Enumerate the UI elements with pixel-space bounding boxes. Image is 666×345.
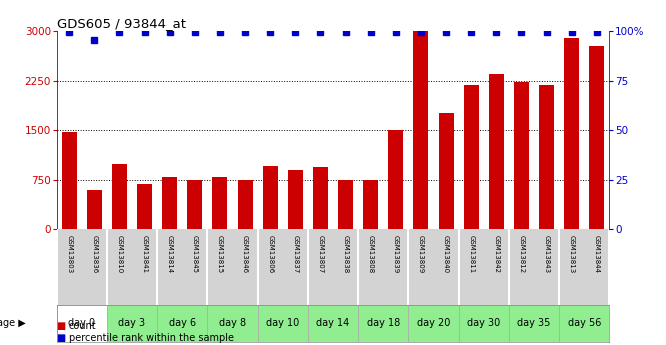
Bar	[363, 180, 378, 229]
Bar	[137, 185, 152, 229]
Text: count: count	[69, 321, 96, 331]
Text: GSM13841: GSM13841	[142, 236, 148, 274]
Text: GSM13842: GSM13842	[494, 236, 500, 274]
Bar	[464, 85, 479, 229]
Text: GSM13836: GSM13836	[91, 236, 97, 274]
Text: GSM13811: GSM13811	[468, 236, 474, 274]
Bar	[288, 170, 303, 229]
Text: percentile rank within the sample: percentile rank within the sample	[69, 333, 234, 343]
Bar	[559, 305, 609, 342]
Bar	[589, 46, 604, 229]
Bar	[187, 180, 202, 229]
Text: GSM13846: GSM13846	[242, 236, 248, 274]
Bar	[107, 305, 157, 342]
Bar	[157, 305, 207, 342]
Bar	[162, 177, 177, 229]
Text: GSM13810: GSM13810	[117, 236, 123, 274]
Text: GDS605 / 93844_at: GDS605 / 93844_at	[57, 17, 186, 30]
Bar	[57, 305, 107, 342]
Bar	[238, 180, 252, 229]
Text: ■: ■	[57, 321, 66, 331]
Bar	[258, 305, 308, 342]
Bar	[489, 74, 504, 229]
Text: GSM13807: GSM13807	[318, 236, 324, 274]
Bar	[358, 305, 408, 342]
Bar	[414, 31, 428, 229]
Text: GSM13843: GSM13843	[543, 236, 549, 274]
Bar	[87, 190, 102, 229]
Text: GSM13839: GSM13839	[393, 236, 399, 274]
Text: GSM13814: GSM13814	[166, 236, 172, 274]
Text: day 30: day 30	[467, 318, 500, 328]
Text: GSM13838: GSM13838	[342, 236, 348, 274]
Text: GSM13803: GSM13803	[66, 236, 72, 274]
Bar	[313, 167, 328, 229]
Bar	[112, 164, 127, 229]
Text: day 20: day 20	[417, 318, 450, 328]
Text: GSM13815: GSM13815	[217, 236, 223, 274]
Text: GSM13812: GSM13812	[518, 236, 524, 274]
Text: age ▶: age ▶	[0, 318, 26, 328]
Bar	[459, 305, 509, 342]
Bar	[212, 177, 228, 229]
Text: day 8: day 8	[219, 318, 246, 328]
Bar	[388, 130, 404, 229]
Text: GSM13806: GSM13806	[267, 236, 273, 274]
Bar	[262, 166, 278, 229]
Bar	[539, 85, 554, 229]
Text: day 14: day 14	[316, 318, 350, 328]
Text: GSM13840: GSM13840	[443, 236, 449, 274]
Text: day 0: day 0	[68, 318, 95, 328]
Bar	[514, 82, 529, 229]
Text: day 6: day 6	[168, 318, 196, 328]
Text: day 35: day 35	[517, 318, 551, 328]
Text: day 56: day 56	[567, 318, 601, 328]
Bar	[438, 113, 454, 229]
Bar	[308, 305, 358, 342]
Text: GSM13844: GSM13844	[594, 236, 600, 274]
Text: GSM13813: GSM13813	[569, 236, 575, 274]
Text: ■: ■	[57, 333, 66, 343]
Bar	[509, 305, 559, 342]
Text: day 3: day 3	[119, 318, 146, 328]
Text: GSM13837: GSM13837	[292, 236, 298, 274]
Text: day 10: day 10	[266, 318, 300, 328]
Text: GSM13845: GSM13845	[192, 236, 198, 274]
Text: day 18: day 18	[366, 318, 400, 328]
Bar	[338, 180, 353, 229]
Text: GSM13808: GSM13808	[368, 236, 374, 274]
Bar	[207, 305, 258, 342]
Bar	[62, 132, 77, 229]
Text: GSM13809: GSM13809	[418, 236, 424, 274]
Bar	[564, 38, 579, 229]
Bar	[408, 305, 459, 342]
